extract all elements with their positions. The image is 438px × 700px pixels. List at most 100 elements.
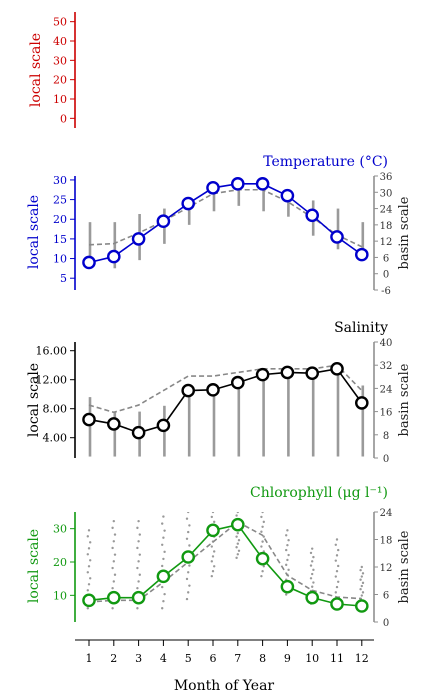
basin-scatter-point — [187, 512, 190, 514]
basin-scatter-point — [287, 568, 290, 572]
basin-scatter-point — [236, 531, 239, 535]
basin-scatter-point — [213, 565, 216, 568]
basin-scatter-point — [261, 512, 264, 514]
local-series-line — [88, 523, 362, 607]
basin-scatter-point — [210, 515, 213, 519]
left-tick-label: 50 — [53, 16, 67, 29]
basin-scatter-point — [163, 592, 166, 596]
basin-scatter-point — [360, 584, 363, 588]
basin-scatter-point — [312, 555, 315, 559]
basin-scatter-point — [86, 571, 90, 574]
basin-scatter-point — [137, 540, 140, 543]
basin-scatter-point — [138, 573, 141, 576]
local-series-point — [255, 367, 270, 382]
local-series-point — [354, 247, 369, 262]
basin-scatter-point — [112, 540, 116, 543]
basin-scatter-point — [312, 581, 315, 584]
basin-scatter-point — [86, 553, 90, 556]
y-axis-label-right: basin scale — [397, 363, 412, 436]
local-series-point — [230, 177, 245, 191]
local-series-point — [230, 517, 245, 532]
local-series-point — [131, 425, 146, 440]
left-tick-label: 30 — [53, 54, 67, 67]
basin-scatter-point — [309, 551, 313, 555]
basin-scatter-point — [111, 586, 114, 590]
basin-scatter-point — [185, 577, 189, 581]
basin-scatter-point — [286, 558, 289, 562]
basin-scatter-point — [311, 547, 314, 550]
basin-scatter-point — [211, 512, 215, 514]
basin-scatter-point — [188, 544, 191, 547]
local-series-point — [330, 362, 344, 376]
basin-scatter-point — [361, 591, 365, 594]
left-tick-label: 8.00 — [43, 403, 68, 416]
local-series-point — [206, 383, 220, 397]
local-series-point — [181, 550, 195, 564]
panel-title: Salinity — [334, 320, 388, 336]
left-tick-label: 30 — [53, 523, 67, 536]
basin-scatter-point — [235, 556, 238, 560]
basin-scatter-point — [137, 519, 140, 523]
y-axis-label-right: basin scale — [397, 196, 412, 269]
basin-scatter-point — [262, 565, 265, 568]
basin-scatter-point — [361, 572, 365, 575]
basin-scatter-point — [162, 536, 165, 539]
basin-scatter-point — [210, 545, 213, 548]
basin-scatter-point — [334, 559, 337, 562]
basin-scatter-point — [286, 529, 289, 532]
basin-scatter-point — [187, 571, 190, 574]
basin-scatter-point — [111, 526, 114, 530]
basin-scatter-point — [188, 564, 191, 567]
basin-scatter-point — [213, 520, 216, 524]
panel-title: Chlorophyll (μg l⁻¹) — [250, 485, 388, 501]
basin-scatter-point — [337, 580, 340, 584]
basin-scatter-point — [86, 535, 90, 538]
x-tick-label: 11 — [330, 652, 344, 665]
panel-title: Temperature (°C) — [263, 154, 388, 170]
plot-area — [88, 364, 365, 457]
local-series-point — [82, 255, 96, 270]
basin-scatter-point — [285, 534, 288, 537]
left-tick-label: 40 — [53, 35, 67, 48]
basin-scatter-point — [359, 578, 362, 581]
left-tick-label: 4.00 — [43, 432, 68, 445]
right-tick-label: 40 — [380, 338, 393, 349]
local-series-point — [255, 177, 270, 191]
basin-scatter-point — [311, 560, 314, 563]
basin-scatter-point — [309, 564, 313, 567]
basin-scatter-point — [86, 607, 90, 610]
right-tick-label: 0 — [383, 454, 389, 465]
x-tick-label: 10 — [305, 652, 319, 665]
basin-scatter-point — [211, 570, 215, 573]
basin-scatter-point — [360, 565, 363, 569]
basin-scatter-point — [237, 539, 241, 542]
local-series-point — [206, 523, 220, 538]
basin-scatter-point — [211, 555, 215, 558]
basin-scatter-point — [361, 581, 365, 585]
basin-scatter-point — [334, 591, 337, 594]
basin-scatter-point — [261, 570, 264, 573]
basin-scatter-point — [111, 607, 114, 610]
x-tick-label: 7 — [234, 652, 241, 665]
basin-scatter-point — [185, 537, 189, 540]
local-series-point — [280, 188, 295, 203]
basin-scatter-point — [260, 545, 263, 548]
basin-scatter-point — [113, 573, 117, 576]
basin-scatter-point — [287, 553, 290, 557]
local-series-point — [255, 551, 270, 566]
basin-scatter-point — [112, 580, 116, 583]
chart-panel-4: 10 20 30 local scale Chlorophyll (μg l⁻¹) 0 6 1… — [26, 485, 412, 629]
basin-scatter-point — [213, 550, 216, 553]
right-tick-label: 0 — [383, 270, 389, 281]
local-series-point — [305, 208, 320, 223]
right-tick-label: 0 — [383, 618, 389, 629]
chart-panel-2: 5 10 15 20 25 30 local scale Temperature (°C) -6… — [26, 154, 412, 297]
basin-scatter-point — [309, 577, 313, 580]
basin-scatter-point — [89, 541, 92, 544]
basin-scatter-point — [161, 522, 164, 525]
basin-scatter-point — [161, 564, 164, 568]
basin-scatter-point — [287, 539, 290, 542]
x-tick-label: 6 — [210, 652, 217, 665]
right-tick-label: 24 — [380, 384, 393, 395]
